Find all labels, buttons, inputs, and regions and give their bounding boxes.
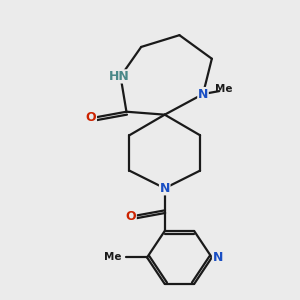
Text: N: N xyxy=(160,182,170,195)
Text: O: O xyxy=(86,111,96,124)
Text: HN: HN xyxy=(109,70,130,83)
Text: N: N xyxy=(198,88,208,100)
Text: Me: Me xyxy=(104,253,122,262)
Text: N: N xyxy=(212,251,223,264)
Text: O: O xyxy=(125,210,136,223)
Text: Me: Me xyxy=(215,84,233,94)
